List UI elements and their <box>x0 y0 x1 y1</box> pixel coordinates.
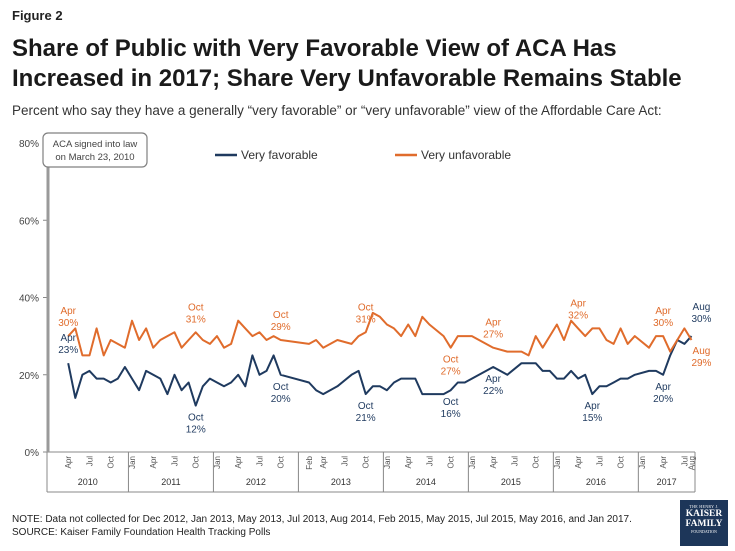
data-label-month: Aug <box>693 346 711 357</box>
annotation-text: ACA signed into law <box>53 139 138 150</box>
data-label-month: Oct <box>273 310 289 321</box>
data-label-month: Apr <box>485 374 501 385</box>
legend-label: Very unfavorable <box>421 148 511 162</box>
logo-line-2b: FAMILY <box>685 519 723 529</box>
data-label-month: Apr <box>570 298 586 309</box>
month-tick-label: Oct <box>447 455 456 468</box>
data-label-month: Apr <box>485 318 501 329</box>
year-label: 2016 <box>586 477 606 487</box>
series-line-very-unfavorable <box>67 311 693 357</box>
data-label-value: 30% <box>58 318 78 329</box>
month-tick-label: Jul <box>255 456 264 466</box>
data-label-value: 27% <box>483 330 503 341</box>
data-label-month: Oct <box>443 355 459 366</box>
data-label-month: Oct <box>273 382 289 393</box>
figure-label: Figure 2 <box>12 8 63 23</box>
data-label-month: Apr <box>655 306 671 317</box>
year-label: 2017 <box>657 477 677 487</box>
y-tick-label: 60% <box>19 216 39 227</box>
kff-logo: THE HENRY J. KAISER FAMILY FOUNDATION <box>680 500 728 546</box>
annotation-box <box>42 132 148 168</box>
data-label-month: Apr <box>60 333 76 344</box>
month-tick-label: Oct <box>107 455 116 468</box>
month-tick-label: Apr <box>404 456 413 469</box>
logo-line-3: FOUNDATION <box>691 529 717 534</box>
data-label-month: Oct <box>188 302 204 313</box>
month-tick-label: Jul <box>340 456 349 466</box>
chart-title: Share of Public with Very Favorable View… <box>12 35 682 92</box>
month-tick-label: Oct <box>277 455 286 468</box>
data-label-value: 21% <box>356 413 376 424</box>
month-tick-label: Jul <box>680 456 689 466</box>
month-tick-label: Feb <box>305 455 314 469</box>
data-label-month: Oct <box>188 413 204 424</box>
month-tick-label: Aug <box>687 456 696 470</box>
month-tick-label: Jan <box>468 456 477 469</box>
data-label-value: 27% <box>441 367 461 378</box>
legend-label: Very favorable <box>241 148 318 162</box>
data-label-value: 30% <box>653 318 673 329</box>
footnote: NOTE: Data not collected for Dec 2012, J… <box>12 513 632 539</box>
data-label-month: Aug <box>693 302 711 313</box>
data-label-value: 31% <box>356 314 376 325</box>
month-tick-label: Jul <box>425 456 434 466</box>
source-line: SOURCE: Kaiser Family Foundation Health … <box>12 527 271 538</box>
year-label: 2015 <box>501 477 521 487</box>
data-label-value: 31% <box>186 314 206 325</box>
data-label-month: Apr <box>60 306 76 317</box>
data-label-value: 23% <box>58 345 78 356</box>
month-tick-label: Jan <box>553 456 562 469</box>
chart-subtitle: Percent who say they have a generally “v… <box>12 103 662 118</box>
series-line-very-favorable <box>67 335 693 407</box>
data-label-value: 32% <box>568 310 588 321</box>
month-tick-label: Jan <box>213 456 222 469</box>
year-label: 2013 <box>331 477 351 487</box>
y-tick-label: 20% <box>19 371 39 382</box>
month-tick-label: Apr <box>64 456 73 469</box>
data-label-value: 16% <box>441 409 461 420</box>
data-label-month: Oct <box>443 397 459 408</box>
data-label-value: 30% <box>691 314 711 325</box>
data-label-value: 22% <box>483 386 503 397</box>
month-tick-label: Apr <box>234 456 243 469</box>
data-label-value: 15% <box>582 413 602 424</box>
month-tick-label: Oct <box>532 455 541 468</box>
year-label: 2010 <box>78 477 98 487</box>
y-tick-label: 40% <box>19 294 39 305</box>
data-label-value: 29% <box>691 358 711 369</box>
month-tick-label: Jul <box>85 456 94 466</box>
year-label: 2011 <box>161 477 180 487</box>
data-label-month: Apr <box>585 401 601 412</box>
month-tick-label: Apr <box>319 456 328 469</box>
month-tick-label: Jul <box>510 456 519 466</box>
month-tick-label: Jan <box>383 456 392 469</box>
month-tick-label: Oct <box>362 455 371 468</box>
month-tick-label: Apr <box>574 456 583 469</box>
data-label-month: Oct <box>358 401 374 412</box>
month-tick-label: Apr <box>489 456 498 469</box>
y-tick-label: 80% <box>19 139 39 150</box>
month-tick-label: Apr <box>659 456 668 469</box>
logo-line-2a: KAISER <box>685 509 723 519</box>
month-tick-label: Oct <box>617 455 626 468</box>
month-tick-label: Jul <box>595 456 604 466</box>
note-line: NOTE: Data not collected for Dec 2012, J… <box>12 514 632 525</box>
data-label-month: Oct <box>358 302 374 313</box>
data-label-value: 20% <box>271 394 291 405</box>
month-tick-label: Apr <box>149 456 158 469</box>
data-label-month: Apr <box>655 382 671 393</box>
month-tick-label: Jan <box>128 456 137 469</box>
year-label: 2014 <box>416 477 436 487</box>
data-label-value: 20% <box>653 394 673 405</box>
y-tick-label: 0% <box>25 448 40 459</box>
data-label-value: 29% <box>271 322 291 333</box>
year-label: 2012 <box>246 477 266 487</box>
month-tick-label: Jul <box>170 456 179 466</box>
annotation-text: on March 23, 2010 <box>55 152 134 163</box>
logo-line-1: THE HENRY J. <box>689 504 719 509</box>
month-tick-label: Oct <box>192 455 201 468</box>
month-tick-label: Jan <box>638 456 647 469</box>
data-label-value: 12% <box>186 425 206 436</box>
